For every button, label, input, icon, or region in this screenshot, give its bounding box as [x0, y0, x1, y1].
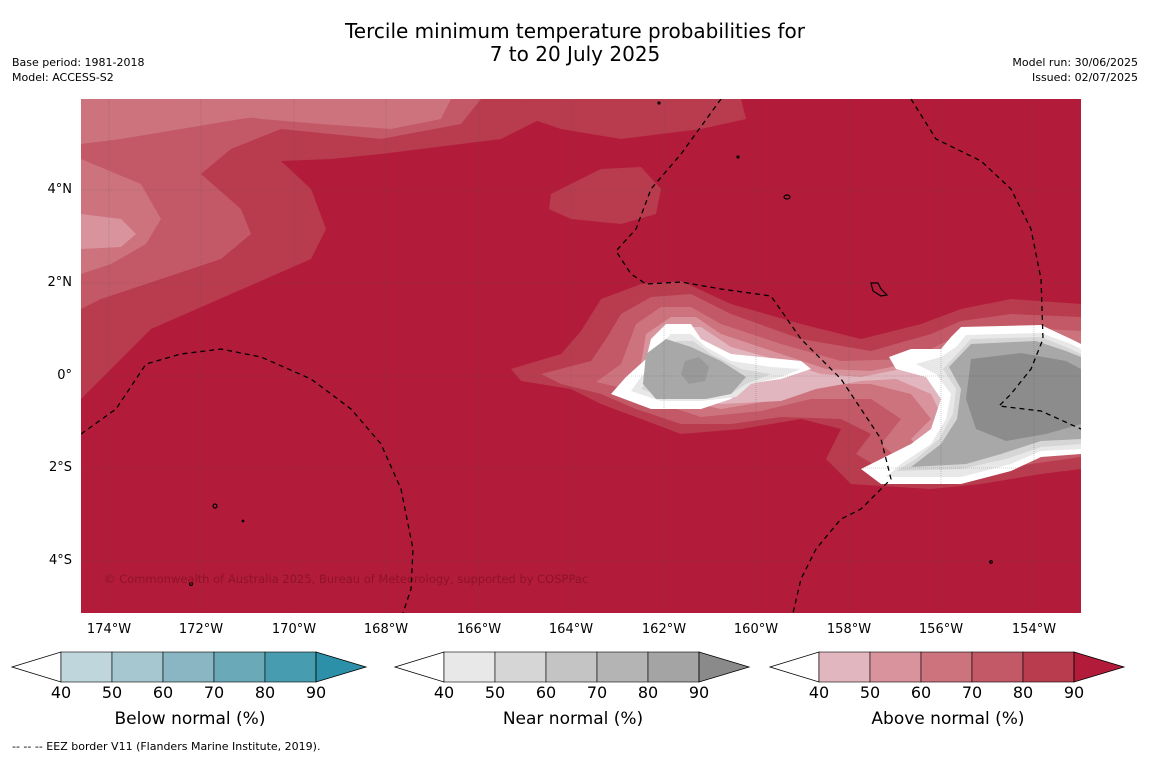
island-d	[241, 519, 245, 523]
lon-label-168w: 168°W	[363, 622, 409, 637]
lon-label-160w: 160°W	[733, 622, 779, 637]
colorbar-segment	[111, 651, 164, 683]
colorbar-title-above: Above normal (%)	[871, 709, 1025, 729]
above-60-band-north	[81, 99, 341, 274]
lon-label-156w: 156°W	[918, 622, 964, 637]
island-e	[188, 581, 194, 587]
colorbar-segment	[869, 651, 922, 683]
near-70-core-west	[681, 357, 709, 384]
island-h	[736, 155, 740, 159]
colorbar-tick-label: 40	[433, 683, 455, 702]
colorbar-below-normal	[11, 651, 368, 683]
colorbar-segment	[818, 651, 871, 683]
colorbar-tick-label: 80	[637, 683, 659, 702]
eez-borders	[81, 99, 1081, 613]
probability-map	[81, 99, 1081, 613]
islands	[188, 101, 993, 587]
lat-label-2s: 2°S	[48, 460, 72, 475]
colorbar-tick-label: 90	[1063, 683, 1085, 702]
lon-label-158w: 158°W	[826, 622, 872, 637]
map-title: Tercile minimum temperature probabilitie…	[0, 20, 1150, 66]
colorbar-segment	[647, 651, 700, 683]
colorbar-tick-label: 50	[484, 683, 506, 702]
lat-label-4s: 4°S	[48, 553, 72, 568]
colorbar-segment	[1022, 651, 1075, 683]
above-50-band-west	[81, 214, 136, 249]
lon-label-154w: 154°W	[1011, 622, 1057, 637]
colorbar-tick-label: 70	[203, 683, 225, 702]
eez-footnote: -- -- -- EEZ border V11 (Flanders Marine…	[12, 740, 321, 753]
eez-border-central	[615, 99, 892, 613]
colorbar-extend-high	[315, 651, 368, 683]
title-line-1: Tercile minimum temperature probabilitie…	[344, 19, 806, 43]
colorbar-near-normal	[394, 651, 751, 683]
meta-left: Base period: 1981-2018 Model: ACCESS-S2	[12, 55, 144, 85]
colorbar-tick-label: 50	[101, 683, 123, 702]
title-line-2: 7 to 20 July 2025	[489, 42, 661, 66]
lat-label-0: 0°	[57, 368, 72, 383]
island-f	[989, 560, 993, 564]
lon-label-166w: 166°W	[456, 622, 502, 637]
colorbar-segment	[971, 651, 1024, 683]
issued-date: Issued: 02/07/2025	[1031, 71, 1138, 84]
colorbar-extend-high	[698, 651, 751, 683]
lat-label-4n: 4°N	[47, 182, 73, 197]
island-g	[657, 101, 661, 105]
colorbar-tick-label: 40	[808, 683, 830, 702]
near-70-core-east	[966, 353, 1081, 441]
colorbar-tick-label: 90	[688, 683, 710, 702]
colorbar-segment	[596, 651, 649, 683]
colorbar-tick-label: 80	[1012, 683, 1034, 702]
lon-label-164w: 164°W	[548, 622, 594, 637]
above-70-band-north	[81, 99, 481, 309]
base-period: Base period: 1981-2018	[12, 56, 145, 69]
colorbar-tick-label: 60	[152, 683, 174, 702]
colorbar-segment	[60, 651, 113, 683]
above-60-band-top	[161, 99, 451, 129]
colorbar-tick-label: 60	[910, 683, 932, 702]
above-80-band-central	[549, 167, 661, 224]
colorbar-tick-label: 70	[586, 683, 608, 702]
colorbar-title-below: Below normal (%)	[114, 709, 266, 729]
colorbar-segment	[920, 651, 973, 683]
lon-label-172w: 172°W	[178, 622, 224, 637]
model-name: Model: ACCESS-S2	[12, 71, 114, 84]
island-b	[870, 282, 889, 297]
island-c	[212, 503, 218, 509]
colorbar-segment	[545, 651, 598, 683]
colorbar-extend-low	[394, 651, 445, 683]
colorbar-tick-label: 60	[535, 683, 557, 702]
colorbar-tick-label: 50	[859, 683, 881, 702]
lat-label-2n: 2°N	[47, 275, 73, 290]
island-a	[783, 194, 791, 200]
meta-right: Model run: 30/06/2025 Issued: 02/07/2025	[1012, 55, 1138, 85]
colorbar-extend-high	[1073, 651, 1126, 683]
colorbar-extend-low	[769, 651, 820, 683]
lon-label-174w: 174°W	[86, 622, 132, 637]
model-run: Model run: 30/06/2025	[1012, 56, 1138, 69]
graticule	[81, 99, 1081, 613]
colorbar-title-near: Near normal (%)	[502, 709, 644, 729]
colorbar-segment	[494, 651, 547, 683]
colorbar-segment	[443, 651, 496, 683]
eez-border-east	[910, 99, 1081, 430]
colorbar-tick-label: 70	[961, 683, 983, 702]
above-80-band-top-mid	[521, 99, 746, 139]
colorbar-extend-low	[11, 651, 62, 683]
lon-label-170w: 170°W	[271, 622, 317, 637]
colorbar-above-normal	[769, 651, 1126, 683]
colorbar-segment	[264, 651, 317, 683]
colorbar-segment	[162, 651, 215, 683]
colorbar-tick-label: 40	[50, 683, 72, 702]
colorbar-segment	[213, 651, 266, 683]
colorbar-tick-label: 80	[254, 683, 276, 702]
copyright-text: © Commonwealth of Australia 2025, Bureau…	[104, 572, 589, 586]
lon-label-162w: 162°W	[641, 622, 687, 637]
colorbar-tick-label: 90	[305, 683, 327, 702]
